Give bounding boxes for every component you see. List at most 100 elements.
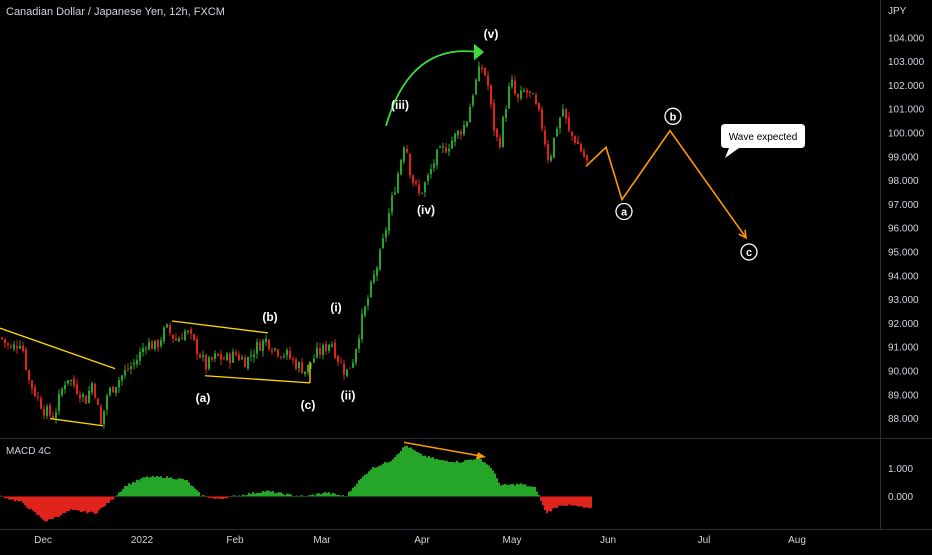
candle-up <box>475 79 477 95</box>
candle-up <box>310 363 312 365</box>
macd-bar <box>428 456 430 497</box>
macd-bar <box>350 490 352 497</box>
candle-down <box>535 95 537 104</box>
candle-up <box>121 375 123 381</box>
macd-bar <box>240 495 242 497</box>
candle-up <box>88 390 90 403</box>
candle-up <box>109 387 111 395</box>
macd-bar <box>506 484 508 497</box>
macd-bar <box>484 462 486 497</box>
candle-down <box>580 143 582 152</box>
candle-up <box>82 393 84 398</box>
macd-bar <box>528 486 530 497</box>
macd-bar <box>88 496 90 513</box>
macd-bar <box>396 454 398 497</box>
candle-up <box>562 109 564 117</box>
macd-bar <box>326 493 328 497</box>
wave-circle <box>740 243 758 261</box>
macd-bar <box>104 496 106 507</box>
macd-bar <box>114 496 116 498</box>
wave-label: (a) <box>196 391 211 405</box>
macd-bar <box>112 496 114 500</box>
macd-bar <box>182 478 184 497</box>
macd-bar <box>232 495 234 497</box>
macd-bar <box>324 491 326 497</box>
candle-up <box>313 358 315 363</box>
candle-up <box>430 169 432 175</box>
macd-bar <box>480 458 482 497</box>
macd-bar <box>174 479 176 497</box>
candle-down <box>445 147 447 153</box>
candle-up <box>397 173 399 193</box>
macd-bar <box>108 496 110 503</box>
candle-up <box>103 410 105 425</box>
macd-bar <box>430 457 432 497</box>
macd-bar <box>512 483 514 497</box>
macd-bar <box>568 496 570 505</box>
candle-up <box>214 353 216 359</box>
candle-up <box>202 355 204 358</box>
y-tick-label: 91.000 <box>888 343 919 354</box>
macd-bar <box>280 492 282 497</box>
candle-up <box>373 274 375 283</box>
candle-down <box>490 84 492 105</box>
wave-circle-label: b <box>670 111 677 123</box>
macd-bar <box>152 475 154 497</box>
macd-bar <box>438 459 440 497</box>
macd-bar <box>186 480 188 497</box>
candle-down <box>547 144 549 160</box>
candle-down <box>409 153 411 176</box>
macd-bar <box>436 458 438 497</box>
candle-up <box>250 355 252 357</box>
candle-up <box>424 182 426 193</box>
macd-bar <box>242 494 244 497</box>
macd-bar <box>392 459 394 497</box>
macd-bar <box>486 464 488 497</box>
macd-bar <box>410 447 412 497</box>
macd-bar <box>302 495 304 497</box>
macd-bar <box>548 496 550 511</box>
candle-down <box>31 380 33 389</box>
macd-bar <box>454 462 456 497</box>
macd-bar <box>116 495 118 497</box>
trendline <box>171 320 269 334</box>
candle-down <box>538 102 540 110</box>
macd-bar <box>58 496 60 517</box>
macd-bar <box>336 494 338 497</box>
macd-bar <box>162 478 164 497</box>
macd-bar <box>360 478 362 497</box>
candle-down <box>169 325 171 334</box>
macd-bar <box>192 486 194 497</box>
macd-bar <box>530 486 532 497</box>
macd-bar <box>54 496 56 517</box>
macd-bar <box>358 480 360 497</box>
macd-bar <box>132 482 134 497</box>
macd-bar <box>38 496 40 516</box>
macd-bar <box>376 467 378 497</box>
macd-bar <box>46 496 48 522</box>
candle-up <box>286 350 288 356</box>
macd-bar <box>314 495 316 497</box>
macd-bar <box>522 484 524 497</box>
x-tick-label: Mar <box>313 535 331 546</box>
macd-bar <box>550 496 552 512</box>
macd-bar <box>44 496 46 522</box>
macd-bar <box>538 494 540 497</box>
candle-down <box>334 342 336 358</box>
candle-down <box>175 338 177 341</box>
macd-bar <box>290 494 292 497</box>
macd-bar <box>264 491 266 497</box>
candle-up <box>232 351 234 363</box>
y-tick-label: 94.000 <box>888 271 919 282</box>
macd-bar <box>490 468 492 497</box>
candle-up <box>241 357 243 360</box>
candle-down <box>574 136 576 143</box>
macd-bar <box>296 495 298 497</box>
macd-bar <box>370 469 372 497</box>
candle-up <box>358 338 360 349</box>
macd-bar <box>200 496 202 497</box>
candle-down <box>37 396 39 398</box>
macd-bar <box>544 496 546 511</box>
macd-bar <box>86 496 88 514</box>
